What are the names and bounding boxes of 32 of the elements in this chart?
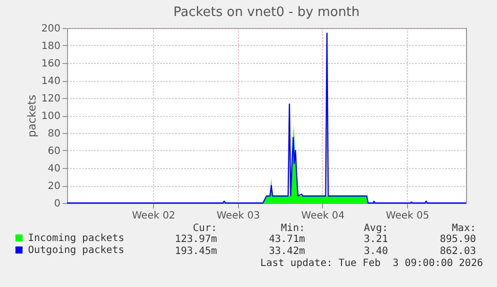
text: 43.71m [268,234,305,245]
text: 33.42m [268,246,305,257]
y-tick-label: 0 [54,198,60,210]
y-tick-label: 20 [48,181,60,192]
y-tick-label: 80 [48,128,60,140]
x-tick-label: Week 04 [301,210,345,222]
y-axis-title: packets [25,94,38,138]
text: Max: [452,223,476,234]
y-tick-label: 40 [48,164,60,174]
text: 193.45m [174,246,217,257]
y-tick-label: 160 [41,58,60,70]
text: 862.03 [440,246,476,257]
x-tick-label: Week 03 [216,210,260,222]
text: Min: [280,223,305,234]
y-tick-label: 200 [41,24,60,34]
y-tick-label: 140 [41,76,60,87]
text: 895.90 [440,234,476,245]
text: Last update: Tue Feb 3 09:00:00 2026 [260,258,483,269]
text: 123.97m [174,234,217,245]
text: Avg: [364,223,388,234]
legend-label: Incoming packets [28,233,124,244]
chart-title: Packets on vnet0 - by month [173,5,360,20]
x-tick-label: Week 05 [386,210,430,222]
text: 3.21 [364,234,388,245]
x-tick-label: Week 02 [132,210,176,222]
text: 3.40 [364,246,388,257]
legend-label: Outgoing packets [28,245,124,256]
text: Cur: [192,223,217,234]
y-tick-label: 180 [41,41,60,52]
y-tick-label: 100 [41,111,60,122]
y-tick-label: 60 [48,146,60,157]
y-tick-label: 120 [41,94,60,104]
